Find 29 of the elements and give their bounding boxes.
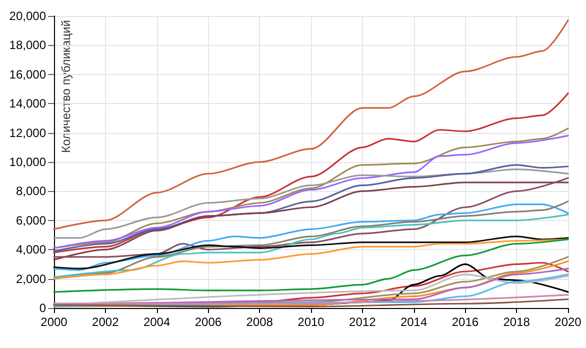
x-tick-label: 2018 xyxy=(503,315,530,329)
y-tick-label: 12,000 xyxy=(9,126,46,140)
y-tick-label: 6,000 xyxy=(16,213,46,228)
y-tick-label: 14,000 xyxy=(9,96,46,111)
line-series xyxy=(53,214,569,278)
y-tick-label: 18,000 xyxy=(9,38,46,52)
line-series xyxy=(53,238,569,280)
x-tick-label: 2020 xyxy=(554,315,582,329)
x-tick-label: 2016 xyxy=(452,315,479,329)
x-tick-label: 2012 xyxy=(349,315,376,329)
y-tick-label: 20,000 xyxy=(9,9,46,23)
line-series xyxy=(53,236,569,270)
y-tick-label: 8,000 xyxy=(16,184,46,198)
y-tick-label: 2,000 xyxy=(16,272,46,286)
x-tick-label: 2008 xyxy=(246,315,274,329)
x-tick-label: 2004 xyxy=(143,315,170,329)
line-series xyxy=(53,238,569,293)
x-tick-label: 2000 xyxy=(40,315,68,329)
y-tick-label: 16,000 xyxy=(9,67,46,82)
x-tick-label: 2014 xyxy=(400,315,428,329)
y-tick-label: 4,000 xyxy=(16,242,46,257)
x-tick-label: 2010 xyxy=(298,315,325,329)
y-tick-label: 0 xyxy=(39,301,46,315)
line-series xyxy=(53,20,569,230)
x-tick-label: 2006 xyxy=(194,315,222,329)
x-tick-label: 2002 xyxy=(92,315,120,329)
line-series xyxy=(53,168,569,239)
y-tick-label: 10,000 xyxy=(9,155,46,169)
y-axis-title: Количество публикаций xyxy=(59,20,73,153)
